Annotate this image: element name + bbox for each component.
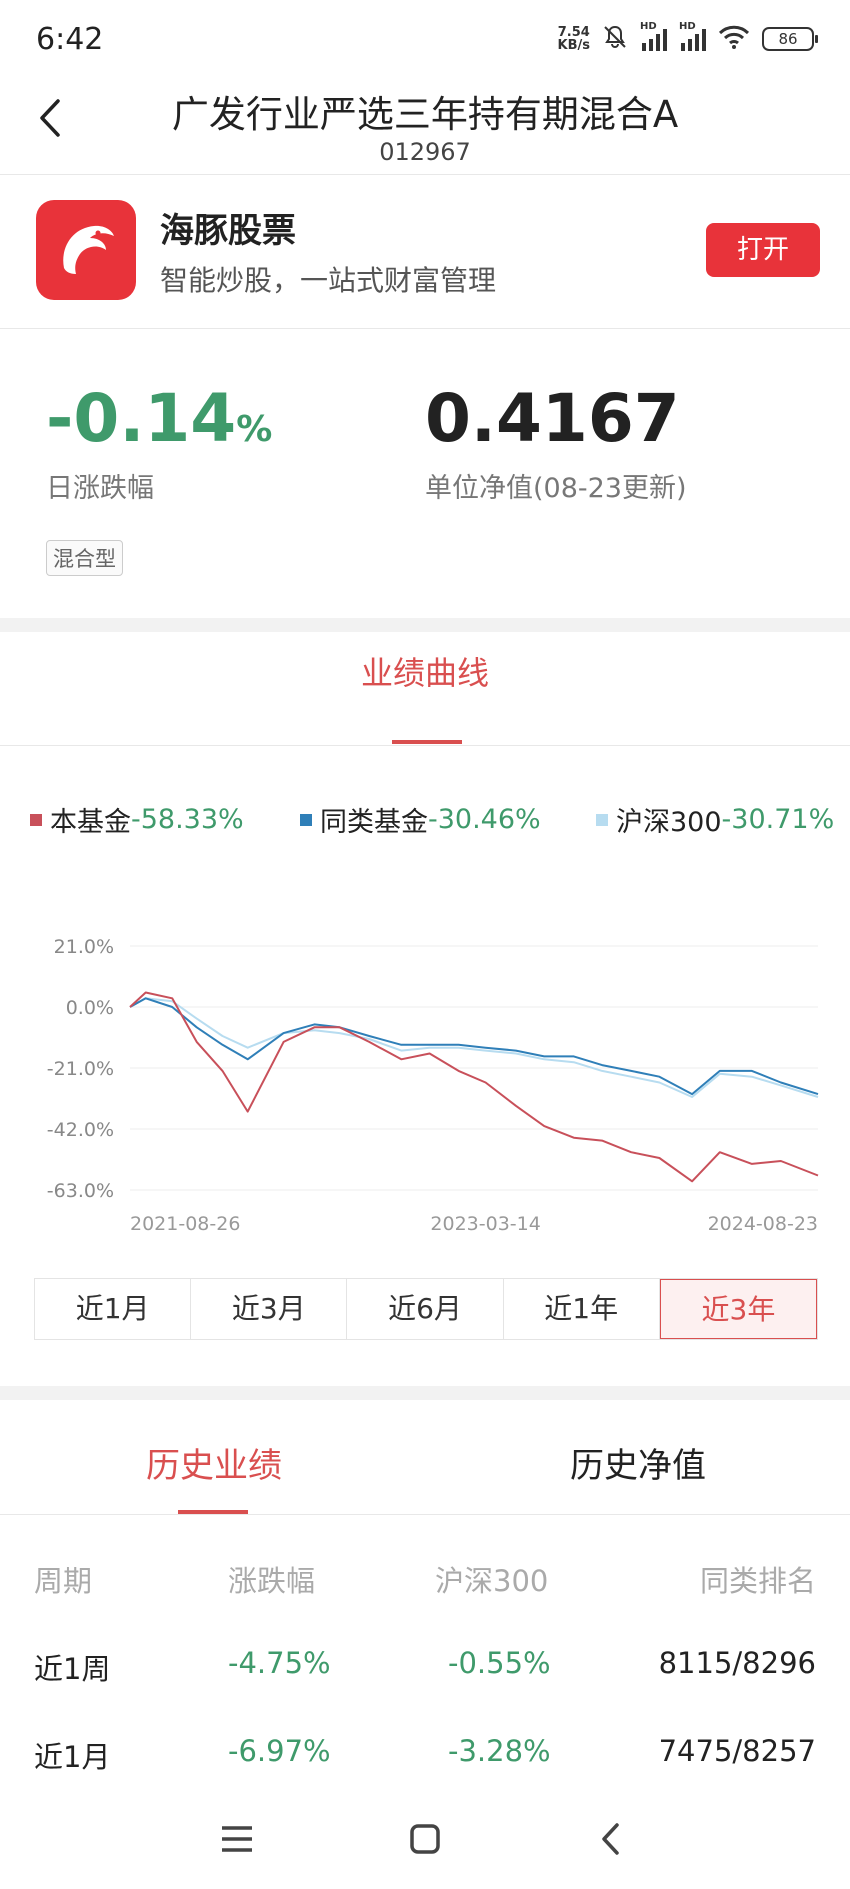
legend-swatch (596, 813, 608, 826)
table-header: 周期 涨跌幅 沪深300 同类排名 (0, 1530, 850, 1618)
tab-history-nav[interactable]: 历史净值 (570, 1446, 706, 1486)
nav-label: 单位净值(08-23更新) (425, 473, 687, 504)
system-nav-bar (0, 1790, 850, 1889)
x-tick-label: 2021-08-26 (130, 1213, 240, 1235)
signal-icon: HD (679, 21, 706, 51)
table-row: 近1周 -4.75% -0.55% 8115/8296 (0, 1618, 850, 1706)
csi300-cell: -3.28% (448, 1734, 551, 1768)
net-speed: 7.54 KB/s (557, 25, 590, 53)
period-cell: 近1月 (34, 1740, 111, 1774)
divider (0, 174, 850, 175)
legend-item-csi300: 沪深300 -30.71% (596, 800, 834, 839)
rank-cell: 8115/8296 (658, 1646, 816, 1680)
fund-quote: -0.14% 日涨跌幅 0.4167 单位净值(08-23更新) 混合型 (0, 330, 850, 618)
column-header: 周期 (34, 1564, 93, 1598)
period-button-3y[interactable]: 近3年 (659, 1279, 818, 1339)
series-line-1 (129, 997, 819, 1096)
csi300-cell: -0.55% (448, 1646, 551, 1680)
section-gap (0, 618, 850, 632)
bell-muted-icon (602, 24, 628, 54)
divider (0, 328, 850, 329)
period-cell: 近1周 (34, 1652, 111, 1686)
series-line-0 (129, 991, 819, 1183)
change-cell: -4.75% (228, 1646, 331, 1680)
y-tick-label: -42.0% (47, 1119, 114, 1141)
tab-underline (178, 1510, 248, 1514)
period-button-3m[interactable]: 近3月 (191, 1279, 348, 1339)
wifi-icon (718, 24, 750, 54)
status-time: 6:42 (36, 21, 104, 57)
x-tick-label: 2024-08-23 (708, 1213, 818, 1235)
y-tick-label: -63.0% (47, 1180, 114, 1202)
status-bar: 6:42 7.54 KB/s HD HD 86 (0, 0, 850, 78)
period-button-6m[interactable]: 近6月 (347, 1279, 504, 1339)
chart-legend: 本基金 -58.33% 同类基金 -30.46% 沪深300 -30.71% (0, 800, 850, 840)
back-button[interactable] (30, 92, 70, 148)
section-gap (0, 1386, 850, 1400)
app-slogan: 智能炒股，一站式财富管理 (160, 264, 497, 297)
app-banner[interactable]: 海豚股票 智能炒股，一站式财富管理 打开 (0, 175, 850, 327)
divider (0, 1514, 850, 1515)
x-tick-label: 2023-03-14 (430, 1213, 540, 1235)
page-title: 广发行业严选三年持有期混合A (171, 93, 679, 136)
legend-swatch (30, 813, 42, 826)
tab-history-performance[interactable]: 历史业绩 (146, 1446, 282, 1486)
y-tick-label: -21.0% (47, 1058, 114, 1080)
title-bar: 广发行业严选三年持有期混合A 012967 (0, 78, 850, 174)
daily-change-label: 日涨跌幅 (46, 473, 154, 504)
nav-value: 0.4167 (425, 380, 680, 457)
open-app-button[interactable]: 打开 (706, 223, 820, 277)
table-row: 近1月 -6.97% -3.28% 7475/8257 (0, 1706, 850, 1794)
history-tabs: 历史业绩 历史净值 (0, 1400, 850, 1514)
divider (0, 745, 850, 746)
column-header: 同类排名 (699, 1564, 816, 1598)
column-header: 沪深300 (435, 1564, 549, 1598)
home-square-icon[interactable] (398, 1812, 452, 1866)
rank-cell: 7475/8257 (658, 1734, 816, 1768)
series-line-2 (129, 997, 819, 1098)
signal-icon: HD (640, 21, 667, 51)
history-table: 周期 涨跌幅 沪深300 同类排名 近1周 -4.75% -0.55% 8115… (0, 1530, 850, 1794)
period-selector: 近1月 近3月 近6月 近1年 近3年 (34, 1278, 818, 1340)
fund-type-badge: 混合型 (46, 540, 123, 576)
status-icons: 7.54 KB/s HD HD 86 (557, 21, 818, 54)
period-button-1m[interactable]: 近1月 (35, 1279, 192, 1339)
chevron-left-icon (38, 98, 62, 142)
legend-swatch (300, 813, 312, 826)
y-tick-label: 21.0% (54, 936, 114, 958)
legend-item-fund: 本基金 -58.33% (30, 800, 244, 839)
legend-item-peer: 同类基金 -30.46% (300, 800, 541, 839)
change-cell: -6.97% (228, 1734, 331, 1768)
period-button-1y[interactable]: 近1年 (504, 1279, 660, 1339)
nav-back-chevron-icon[interactable] (584, 1812, 638, 1866)
tab-performance-curve[interactable]: 业绩曲线 (360, 654, 489, 692)
menu-icon[interactable] (210, 1812, 264, 1866)
dolphin-logo-icon (36, 200, 136, 300)
tab-underline (392, 740, 462, 744)
y-tick-label: 0.0% (66, 997, 114, 1019)
battery-icon: 86 (762, 27, 818, 51)
daily-change-value: -0.14% (46, 380, 273, 457)
fund-code: 012967 (379, 138, 471, 166)
performance-chart: 21.0% 0.0% -21.0% -42.0% -63.0% 2021-08-26 202… (47, 936, 819, 1235)
app-name: 海豚股票 (160, 211, 296, 251)
column-header: 涨跌幅 (228, 1564, 316, 1598)
